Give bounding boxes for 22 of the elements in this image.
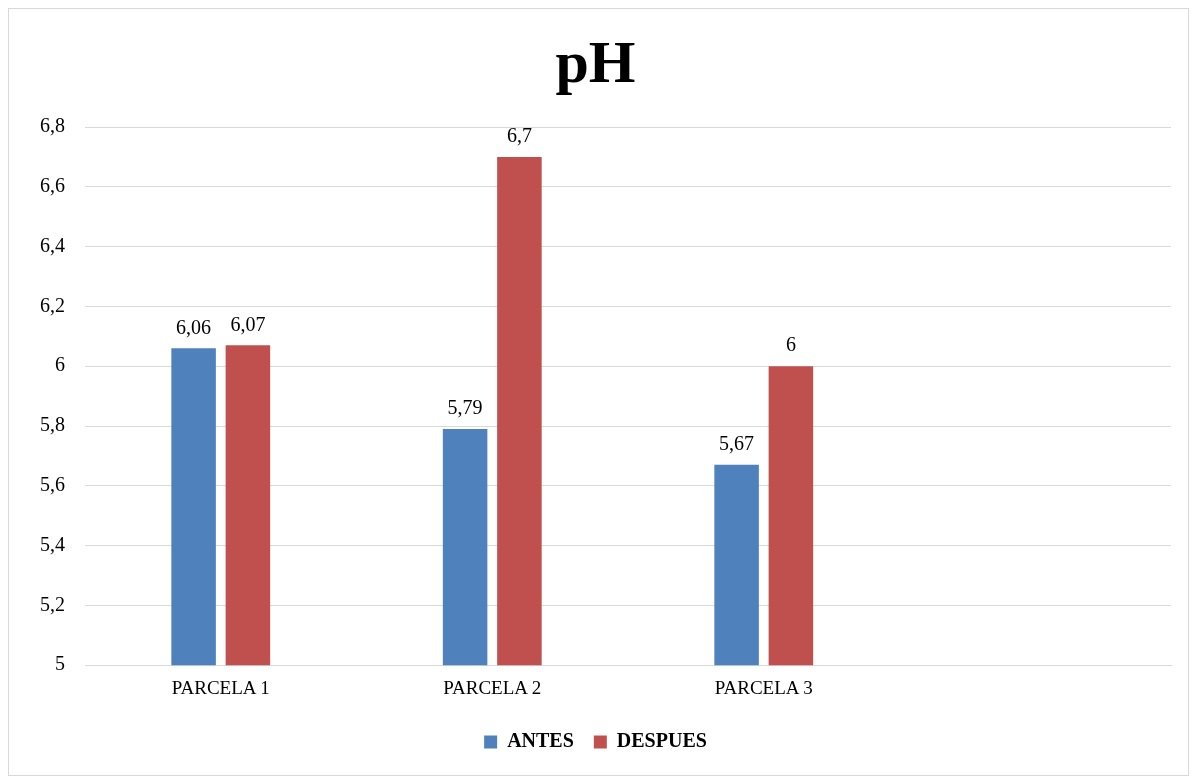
data-label: 6,7: [506, 124, 532, 147]
y-tick-label: 6,8: [40, 114, 65, 137]
y-tick-label: 5,8: [40, 413, 65, 436]
data-label: 5,79: [447, 396, 483, 419]
x-tick-label: PARCELA 3: [714, 676, 813, 698]
y-tick-label: 6,2: [40, 293, 65, 316]
data-label: 6,06: [176, 315, 212, 338]
y-tick-label: 5,2: [40, 592, 65, 615]
y-tick-label: 6: [55, 353, 65, 376]
legend-label: ANTES: [507, 729, 574, 752]
y-tick-label: 5,6: [40, 473, 65, 496]
x-tick-label: PARCELA 1: [171, 676, 270, 698]
x-tick-label: PARCELA 2: [443, 676, 542, 698]
y-tick-label: 6,6: [40, 174, 65, 197]
y-tick-label: 6,4: [40, 233, 65, 256]
legend-label: DESPUES: [616, 729, 707, 752]
chart-title: pH: [555, 28, 636, 95]
data-label: 5,67: [719, 432, 755, 455]
data-label: 6: [785, 333, 796, 356]
y-tick-label: 5: [55, 652, 65, 675]
data-label: 6,07: [230, 312, 266, 335]
y-tick-label: 5,4: [40, 532, 65, 555]
